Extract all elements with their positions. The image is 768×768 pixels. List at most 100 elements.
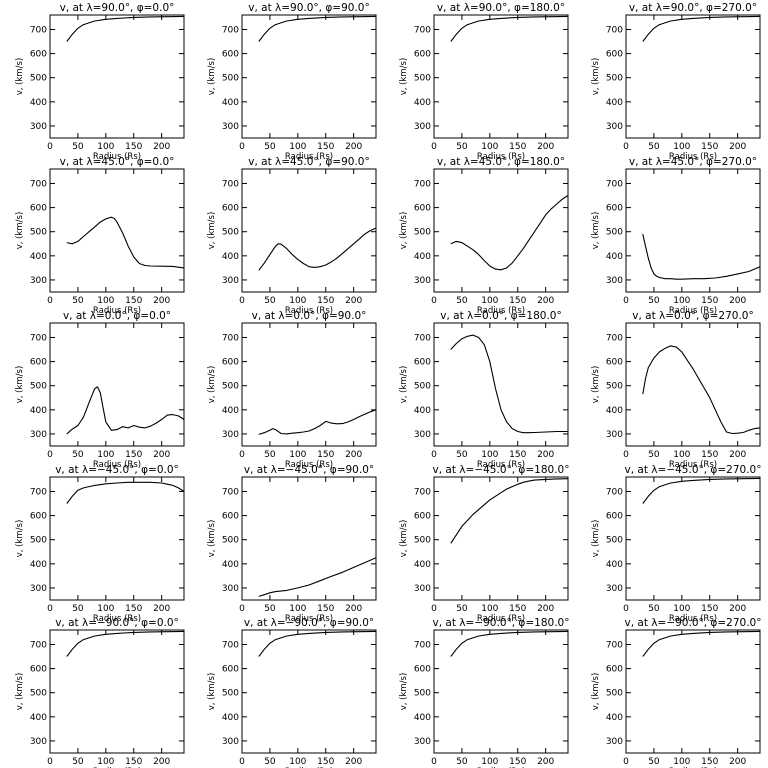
y-tick-label: 500: [30, 382, 47, 392]
y-axis-label: v, (km/s): [399, 520, 409, 558]
series-line: [258, 557, 377, 597]
panel-title: v, at λ=0.0°, φ=270.0°: [632, 310, 753, 322]
y-tick-label: 700: [606, 25, 623, 35]
panel-title: v, at λ=0.0°, φ=90.0°: [252, 310, 367, 322]
y-tick-label: 500: [606, 228, 623, 238]
plot-frame: [49, 629, 185, 754]
y-axis-label: v, (km/s): [591, 58, 601, 96]
y-tick-label: 400: [30, 560, 47, 570]
series-line: [642, 233, 761, 280]
x-tick-label: 50: [648, 296, 660, 306]
panel-title: v, at λ=45.0°, φ=270.0°: [629, 156, 757, 168]
y-tick-label: 400: [414, 406, 431, 416]
panel-title: v, at λ=0.0°, φ=0.0°: [63, 310, 171, 322]
series-line: [642, 477, 761, 504]
y-tick-label: 300: [606, 276, 623, 286]
x-tick-label: 0: [431, 142, 437, 152]
y-tick-label: 300: [222, 276, 239, 286]
x-tick-label: 150: [317, 450, 334, 460]
y-tick-label: 700: [606, 640, 623, 650]
plot-frame: [49, 14, 185, 139]
y-tick-label: 400: [30, 252, 47, 262]
x-axis-label: Radius (Rs): [285, 614, 333, 624]
y-axis-label: v, (km/s): [207, 366, 217, 404]
y-tick-label: 300: [30, 122, 47, 132]
y-tick-label: 400: [222, 713, 239, 723]
x-tick-label: 0: [239, 296, 245, 306]
x-axis-label: Radius (Rs): [93, 306, 141, 316]
x-tick-label: 50: [72, 142, 84, 152]
x-axis-label: Radius (Rs): [477, 152, 525, 162]
y-tick-label: 600: [222, 665, 239, 675]
y-tick-label: 600: [222, 512, 239, 522]
y-tick-label: 500: [414, 689, 431, 699]
y-tick-label: 500: [606, 74, 623, 84]
series-line: [258, 630, 377, 657]
x-tick-label: 0: [623, 757, 629, 767]
y-tick-label: 400: [414, 98, 431, 108]
x-tick-label: 150: [317, 757, 334, 767]
y-tick-label: 300: [606, 737, 623, 747]
x-tick-label: 0: [431, 296, 437, 306]
y-tick-label: 700: [222, 333, 239, 343]
y-tick-label: 400: [414, 713, 431, 723]
y-tick-label: 700: [222, 487, 239, 497]
panel-title: v, at λ=−90.0°, φ=0.0°: [55, 617, 179, 629]
y-tick-label: 600: [606, 665, 623, 675]
x-tick-label: 100: [97, 604, 114, 614]
y-tick-label: 600: [606, 358, 623, 368]
series-line: [450, 15, 569, 42]
plot-frame: [241, 168, 377, 293]
y-tick-label: 700: [222, 179, 239, 189]
x-tick-label: 150: [701, 604, 718, 614]
series-line: [258, 409, 377, 435]
x-tick-label: 100: [481, 604, 498, 614]
panel: v, at λ=0.0°, φ=270.0° 0 50 100 150 200 300 400…: [591, 310, 761, 470]
plot-frame: [241, 476, 377, 601]
y-tick-label: 500: [222, 74, 239, 84]
y-axis-label: v, (km/s): [15, 58, 25, 96]
x-tick-label: 50: [264, 296, 276, 306]
x-tick-label: 150: [701, 757, 718, 767]
x-tick-label: 200: [729, 604, 746, 614]
x-tick-label: 0: [47, 604, 53, 614]
y-axis-label: v, (km/s): [591, 366, 601, 404]
series-line: [642, 15, 761, 42]
y-tick-label: 400: [606, 560, 623, 570]
x-tick-label: 150: [509, 296, 526, 306]
series-line: [66, 630, 185, 657]
series-line: [450, 195, 569, 271]
y-tick-label: 600: [414, 665, 431, 675]
y-axis-label: v, (km/s): [399, 366, 409, 404]
panel: v, at λ=−45.0°, φ=270.0° 0 50 100 150 200 300 4…: [591, 464, 761, 624]
x-tick-label: 150: [317, 604, 334, 614]
x-tick-label: 200: [537, 142, 554, 152]
x-tick-label: 0: [431, 757, 437, 767]
x-tick-label: 100: [673, 450, 690, 460]
x-tick-label: 0: [239, 604, 245, 614]
y-tick-label: 600: [606, 512, 623, 522]
x-tick-label: 100: [97, 142, 114, 152]
y-tick-label: 500: [414, 382, 431, 392]
y-tick-label: 600: [30, 665, 47, 675]
x-tick-label: 200: [537, 757, 554, 767]
x-axis-label: Radius (Rs): [285, 460, 333, 470]
panel-title: v, at λ=−90.0°, φ=90.0°: [244, 617, 374, 629]
y-axis-label: v, (km/s): [15, 212, 25, 250]
y-tick-label: 300: [414, 122, 431, 132]
series-line: [258, 15, 377, 42]
y-tick-label: 600: [414, 512, 431, 522]
x-tick-label: 100: [481, 142, 498, 152]
panel: v, at λ=−90.0°, φ=270.0° 0 50 100 150 200 300 4…: [591, 617, 761, 768]
y-tick-label: 700: [414, 640, 431, 650]
x-tick-label: 200: [729, 757, 746, 767]
panel-title: v, at λ=90.0°, φ=180.0°: [437, 2, 565, 14]
series-line: [450, 630, 569, 657]
y-tick-label: 700: [30, 487, 47, 497]
y-axis-label: v, (km/s): [207, 58, 217, 96]
y-tick-label: 500: [222, 536, 239, 546]
x-tick-label: 200: [153, 296, 170, 306]
panel-title: v, at λ=90.0°, φ=270.0°: [629, 2, 757, 14]
x-tick-label: 50: [72, 604, 84, 614]
panel-title: v, at λ=90.0°, φ=90.0°: [248, 2, 369, 14]
